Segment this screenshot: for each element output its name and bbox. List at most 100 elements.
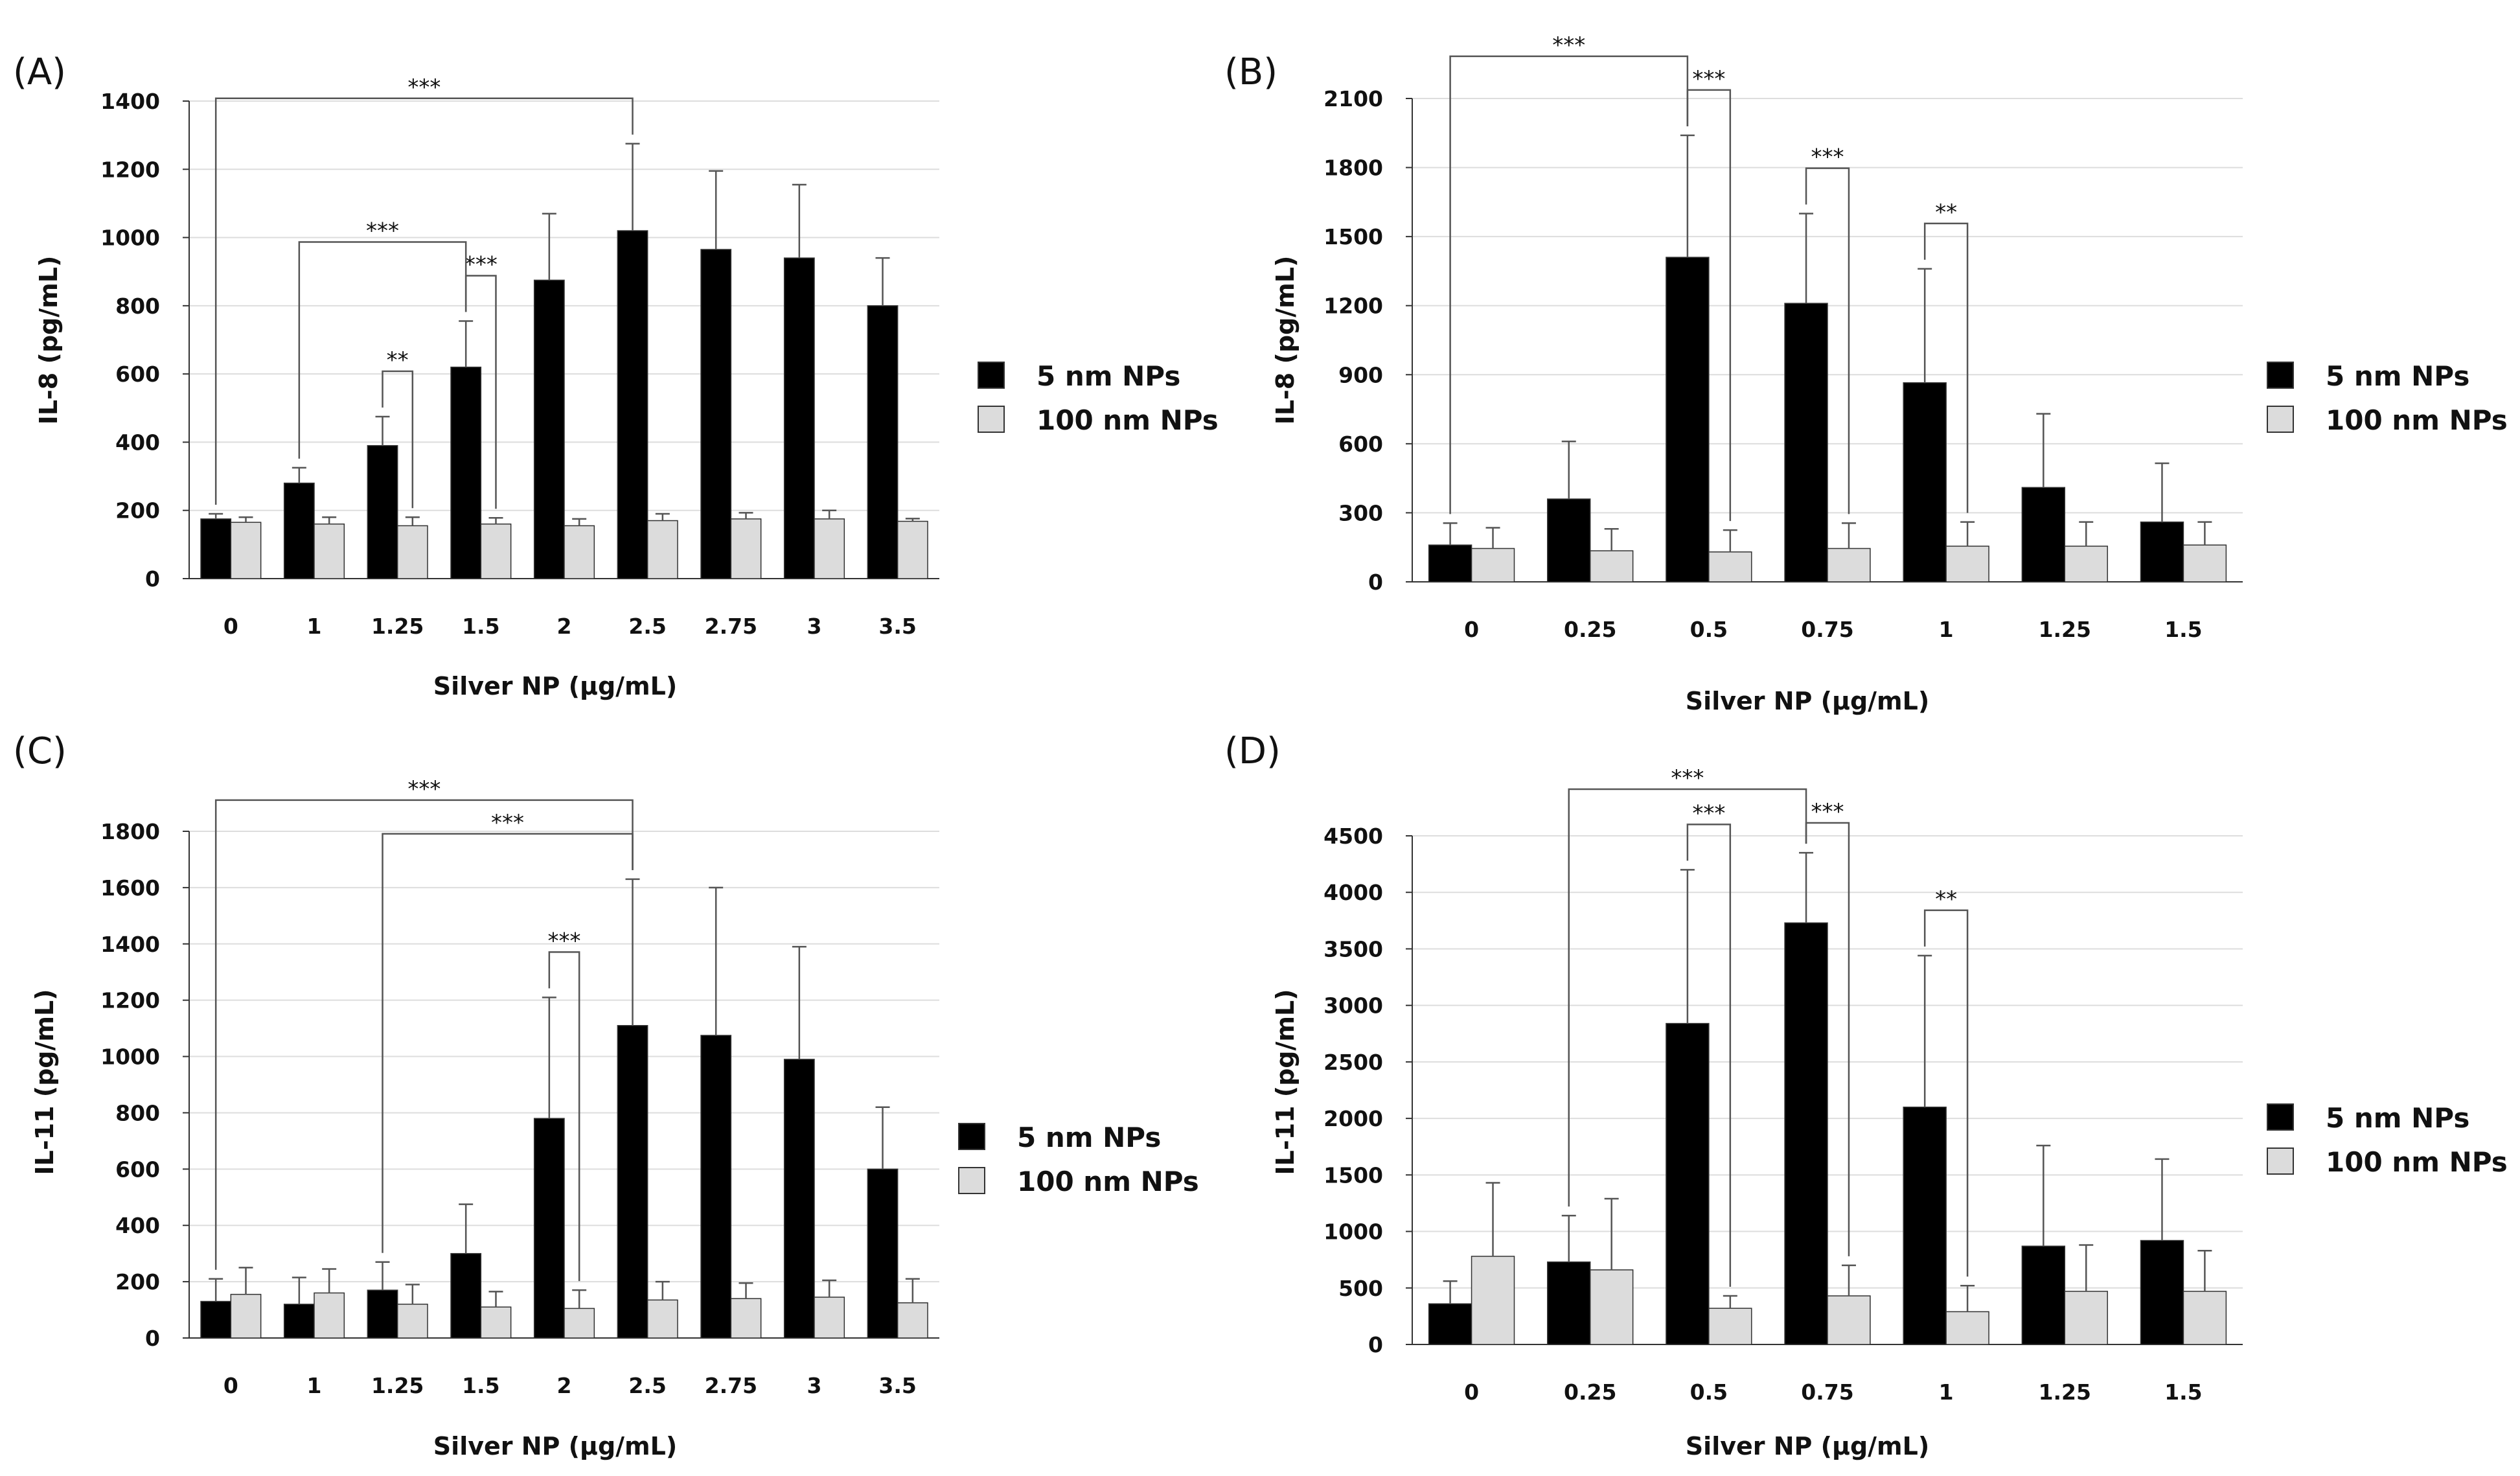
legend-swatch [2267,406,2294,433]
y-tick-label: 1600 [100,875,160,901]
x-tick-label: 1 [307,614,322,639]
x-tick-label: 1.5 [2164,617,2202,642]
bar [1589,1269,1634,1345]
y-tick-label: 1500 [1323,1162,1383,1188]
significance-bracket [382,833,634,1253]
y-tick-label: 900 [1338,362,1383,387]
x-tick-label: 1.5 [462,614,499,639]
y-tick-label: 1800 [100,819,160,844]
bar [1547,1261,1591,1345]
x-tick-label: 0.25 [1564,1379,1616,1405]
x-tick-label: 0 [1464,1379,1479,1405]
x-axis-title: Silver NP (µg/mL) [1686,1432,1929,1460]
x-tick-label: 0.5 [1690,617,1728,642]
significance-bracket [548,951,580,1282]
bar [700,1035,732,1339]
y-tick-label: 0 [1368,570,1383,595]
y-tick-label: 200 [115,498,160,524]
bar [314,1292,345,1339]
bar [1784,922,1828,1345]
y-tick-label: 2100 [1323,86,1383,111]
y-tick-label: 0 [1368,1332,1383,1357]
y-tick-label: 1200 [1323,294,1383,319]
x-axis-title: Silver NP (µg/mL) [433,1432,677,1460]
bar [2021,1245,2066,1345]
panel-label: (B) [1224,51,1277,93]
bar [1827,1295,1871,1345]
legend-label: 5 nm NPs [2326,1102,2469,1134]
bar [1428,1303,1472,1345]
legend-label: 100 nm NPs [2326,404,2508,436]
x-axis-title: Silver NP (µg/mL) [433,672,677,700]
bar [700,249,732,579]
legend-swatch [2267,1103,2294,1131]
y-tick-label: 1400 [100,89,160,114]
x-tick-label: 0 [223,1373,238,1398]
bar [564,525,595,579]
bar [283,1304,315,1339]
bar [480,1306,512,1339]
legend-swatch [958,1123,985,1150]
bar [617,1025,648,1339]
y-tick-label: 200 [115,1269,160,1295]
legend-swatch [2267,1147,2294,1175]
bar [897,1302,928,1339]
bar [730,1298,762,1339]
x-tick-label: 2.5 [628,614,666,639]
bar [617,230,648,579]
significance-label: *** [1811,144,1844,170]
bar [450,1252,482,1339]
x-tick-label: 2.75 [705,614,757,639]
panel-c: (C) 0 200 400 600 800 1000 1200 1400 1600 1800 0 1 1.… [13,730,1199,1460]
bar [1428,544,1472,582]
x-tick-label: 0.25 [1564,617,1616,642]
legend-swatch [2267,362,2294,389]
y-tick-label: 3500 [1323,936,1383,962]
bar [480,524,512,579]
legend-label: 100 nm NPs [1037,404,1219,436]
significance-bracket [214,97,634,505]
significance-bracket [382,370,414,509]
significance-bracket [1923,222,1969,513]
bar [230,1293,262,1339]
bar [1903,1106,1947,1345]
x-tick-label: 0.75 [1801,617,1853,642]
bar [2064,546,2108,582]
bar [867,1168,899,1339]
bar [1471,1256,1515,1345]
significance-bracket [214,799,634,1270]
x-tick-label: 2.5 [628,1373,666,1398]
significance-label: *** [407,776,441,802]
significance-label: ** [1935,200,1957,225]
significance-label: *** [464,252,498,278]
significance-label: *** [1552,32,1585,58]
x-tick-label: 0.75 [1801,1379,1853,1405]
y-tick-label: 1000 [1323,1219,1383,1245]
y-tick-label: 0 [145,1326,160,1351]
significance-bracket [1449,55,1689,514]
legend-label: 5 nm NPs [1017,1122,1161,1153]
y-tick-label: 4500 [1323,824,1383,849]
panel-a: (A) 0 200 400 600 800 1000 1200 1400 0 1 1.25 1.5 2 2.… [13,51,1219,700]
y-tick-label: 1200 [100,988,160,1013]
panel-label: (C) [13,730,67,772]
y-axis-title: IL-8 (pg/mL) [34,256,63,425]
significance-label: *** [491,810,524,836]
bar [283,482,315,579]
y-tick-label: 800 [115,294,160,319]
y-axis-title: IL-8 (pg/mL) [1271,256,1300,425]
significance-label: *** [1692,66,1725,92]
x-tick-label: 1.5 [462,1373,499,1398]
y-tick-label: 4000 [1323,880,1383,905]
bar [533,1118,565,1339]
x-tick-label: 1.25 [2039,617,2091,642]
significance-bracket [1568,788,1807,1207]
bar [1945,546,1989,582]
y-tick-label: 1000 [100,1044,160,1070]
panel-d: (D) 0 500 1000 1500 2000 2500 3000 3500 4000 4500 0… [1224,730,2508,1460]
y-tick-label: 1200 [100,157,160,182]
y-tick-label: 600 [115,1157,160,1182]
bar [1827,548,1871,582]
x-tick-label: 1.25 [371,614,424,639]
bar [314,524,345,579]
